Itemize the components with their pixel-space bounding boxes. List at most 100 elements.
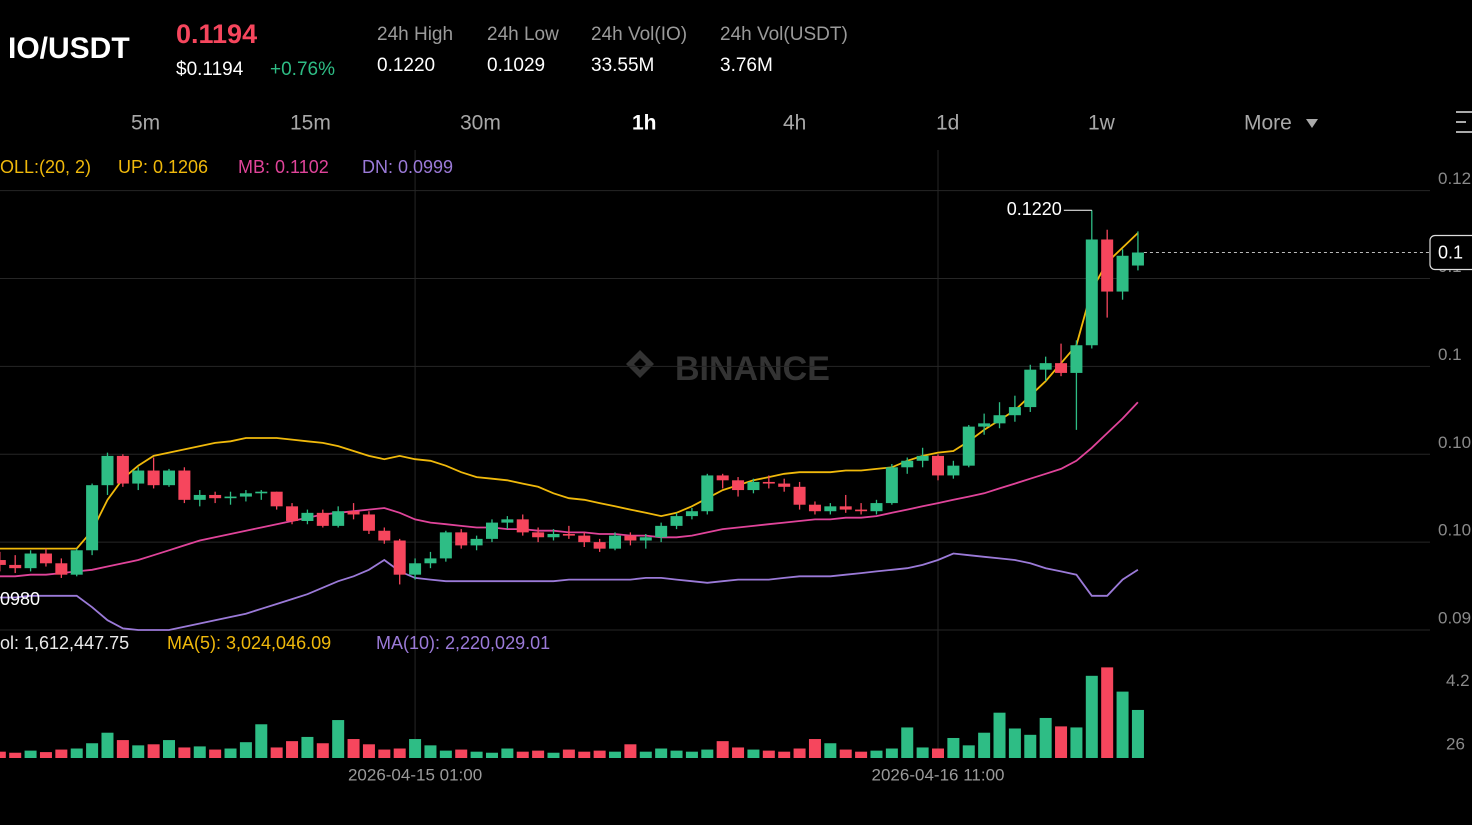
- volume-bar: [716, 741, 729, 758]
- stat-label: 24h High: [377, 24, 453, 45]
- candle-body: [501, 519, 514, 523]
- volume-bar: [332, 720, 345, 758]
- candle-body: [808, 504, 821, 512]
- volume-bar: [424, 745, 437, 758]
- volume-tick-label: 4.2: [1446, 671, 1470, 690]
- volume-bar: [516, 751, 529, 758]
- candle-body: [1055, 363, 1068, 373]
- volume-bar: [1008, 728, 1021, 758]
- candle-body: [578, 535, 591, 543]
- candle-body: [455, 532, 468, 546]
- low-label: 0980: [0, 589, 40, 609]
- stat-label: 24h Vol(USDT): [720, 24, 848, 45]
- volume-bar: [193, 746, 206, 758]
- pair[interactable]: IO/USDT: [8, 32, 130, 65]
- timeframe-tab[interactable]: 5m: [131, 112, 160, 135]
- candle-body: [24, 553, 37, 569]
- stat-value: 33.55M: [591, 55, 654, 76]
- candle-body: [593, 542, 606, 549]
- volume-bar: [224, 748, 237, 758]
- stat-value: 0.1220: [377, 55, 435, 76]
- candle-body: [362, 514, 375, 531]
- volume-bar: [70, 748, 83, 758]
- candle-body: [639, 537, 652, 541]
- candle-body: [147, 470, 160, 486]
- volume-bar: [547, 752, 560, 758]
- timeframe-tab[interactable]: 4h: [783, 112, 806, 135]
- watermark-logo: [626, 350, 654, 378]
- candle-body: [470, 538, 483, 546]
- volume-bar: [1070, 727, 1083, 758]
- volume-bar: [932, 748, 944, 758]
- last-price-box: [1429, 234, 1472, 271]
- volume-bar: [116, 740, 129, 758]
- candle-body: [824, 506, 837, 512]
- volume-bar: [485, 752, 498, 758]
- volume-bar: [1101, 667, 1114, 758]
- indicator-legend: UP: 0.1206: [118, 157, 208, 177]
- volume-bar: [362, 744, 375, 758]
- timeframe-tab[interactable]: 15m: [290, 112, 331, 135]
- settings-icon[interactable]: [1456, 111, 1472, 133]
- volume-legend: MA(10): 2,220,029.01: [376, 633, 550, 653]
- last-price: 0.1194: [176, 19, 257, 49]
- timeframe-tab[interactable]: 30m: [460, 112, 501, 135]
- volume-bar: [470, 751, 483, 758]
- timeframe-tab[interactable]: 1d: [936, 112, 959, 135]
- candle-body: [116, 455, 129, 484]
- volume-bar: [762, 750, 775, 758]
- volume-bar: [1024, 734, 1037, 758]
- volume-bar: [609, 751, 622, 758]
- candle-body: [547, 534, 560, 538]
- volume-bar: [978, 732, 991, 758]
- volume-bar: [239, 742, 252, 758]
- change: +0.76%: [270, 59, 335, 80]
- volume-bar: [301, 736, 314, 758]
- y-tick-label: 0.1: [1438, 345, 1462, 364]
- candle-body: [132, 470, 145, 484]
- candle-body: [209, 494, 222, 499]
- candle-body: [347, 511, 360, 515]
- volume-bar: [701, 749, 714, 758]
- volume-bar: [962, 745, 975, 758]
- indicator-line: [0, 232, 1139, 550]
- candle-body: [701, 475, 714, 512]
- candle-body: [163, 470, 175, 486]
- timeframe-tab[interactable]: 1w: [1088, 112, 1116, 135]
- candle-body: [485, 522, 498, 539]
- candle-body: [670, 516, 683, 526]
- volume-bar: [655, 748, 668, 758]
- volume-bar: [455, 749, 468, 758]
- candle-body: [55, 563, 68, 575]
- candle-body: [624, 535, 637, 541]
- timeframe-tab[interactable]: 1h: [632, 112, 657, 135]
- volume-bar: [209, 749, 222, 758]
- last-price-tag: 0.1: [1438, 242, 1463, 262]
- volume-bar: [993, 712, 1006, 758]
- volume-bar: [685, 751, 698, 758]
- volume-bar: [0, 751, 6, 758]
- candle-body: [516, 519, 529, 533]
- candle-body: [193, 494, 206, 500]
- volume-bar: [24, 750, 37, 758]
- volume-bar: [593, 750, 606, 758]
- indicator-legend: OLL:(20, 2): [0, 157, 91, 177]
- candle-body: [762, 481, 775, 484]
- volume-bar: [1131, 709, 1144, 758]
- volume-bar: [132, 745, 145, 758]
- volume-bar: [286, 741, 299, 758]
- volume-bar: [270, 747, 283, 758]
- volume-legend: ol: 1,612,447.75: [0, 633, 129, 653]
- timeframe-tab[interactable]: More: [1244, 112, 1292, 135]
- candle-body: [532, 532, 545, 538]
- candle-body: [716, 475, 729, 481]
- volume-bar: [901, 727, 914, 758]
- candle-body: [839, 506, 852, 510]
- candle-body: [885, 467, 898, 504]
- volume-bar: [639, 751, 652, 758]
- volume-bar: [347, 739, 360, 758]
- indicator-line: [0, 552, 1139, 631]
- volume-bar: [55, 749, 68, 758]
- candle-body: [0, 560, 6, 565]
